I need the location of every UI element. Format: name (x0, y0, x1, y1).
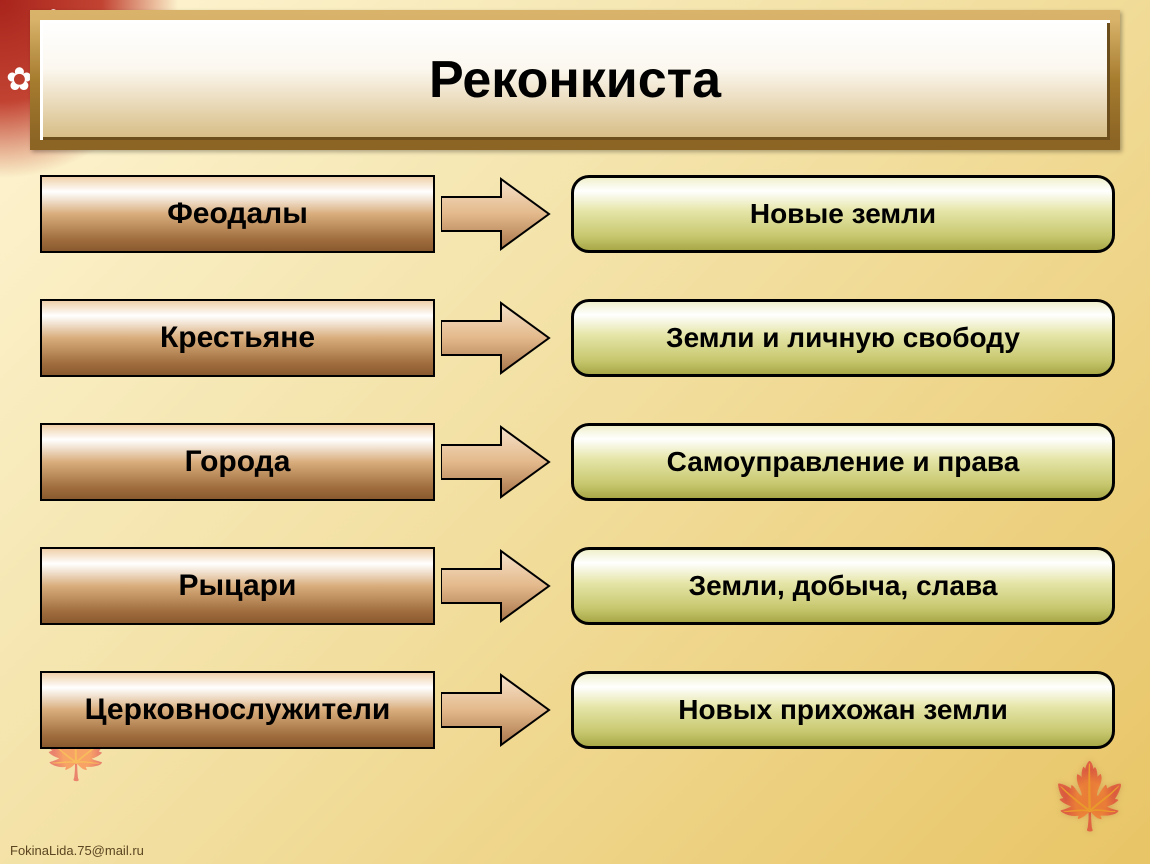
arrow-icon (441, 547, 551, 625)
right-box: Новых прихожан земли (571, 671, 1115, 749)
arrow-icon (441, 671, 551, 749)
left-box: Крестьяне (40, 299, 435, 377)
right-box: Самоуправление и права (571, 423, 1115, 501)
arrow-icon (441, 423, 551, 501)
slide: ❀ ✿ 🍁 🍁 Реконкиста Феодалы Новые земли К… (0, 0, 1150, 864)
diagram-row: Феодалы Новые земли (40, 175, 1115, 253)
footer-email: FokinaLida.75@mail.ru (10, 843, 144, 858)
arrow-icon (441, 175, 551, 253)
left-box: Города (40, 423, 435, 501)
right-box: Новые земли (571, 175, 1115, 253)
arrow-icon (441, 299, 551, 377)
diagram-rows: Феодалы Новые земли Крестьяне Земли и ли… (40, 175, 1115, 749)
right-box: Земли, добыча, слава (571, 547, 1115, 625)
leaf-icon: 🍁 (1050, 759, 1130, 834)
left-box: Рыцари (40, 547, 435, 625)
title-frame: Реконкиста (30, 10, 1120, 150)
left-box: Церковнослужители (40, 671, 435, 749)
diagram-row: Крестьяне Земли и личную свободу (40, 299, 1115, 377)
diagram-row: Рыцари Земли, добыча, слава (40, 547, 1115, 625)
leaf-icon: ✿ (6, 60, 33, 98)
diagram-row: Города Самоуправление и права (40, 423, 1115, 501)
diagram-row: Церковнослужители Новых прихожан земли (40, 671, 1115, 749)
right-box: Земли и личную свободу (571, 299, 1115, 377)
left-box: Феодалы (40, 175, 435, 253)
slide-title: Реконкиста (429, 50, 721, 110)
